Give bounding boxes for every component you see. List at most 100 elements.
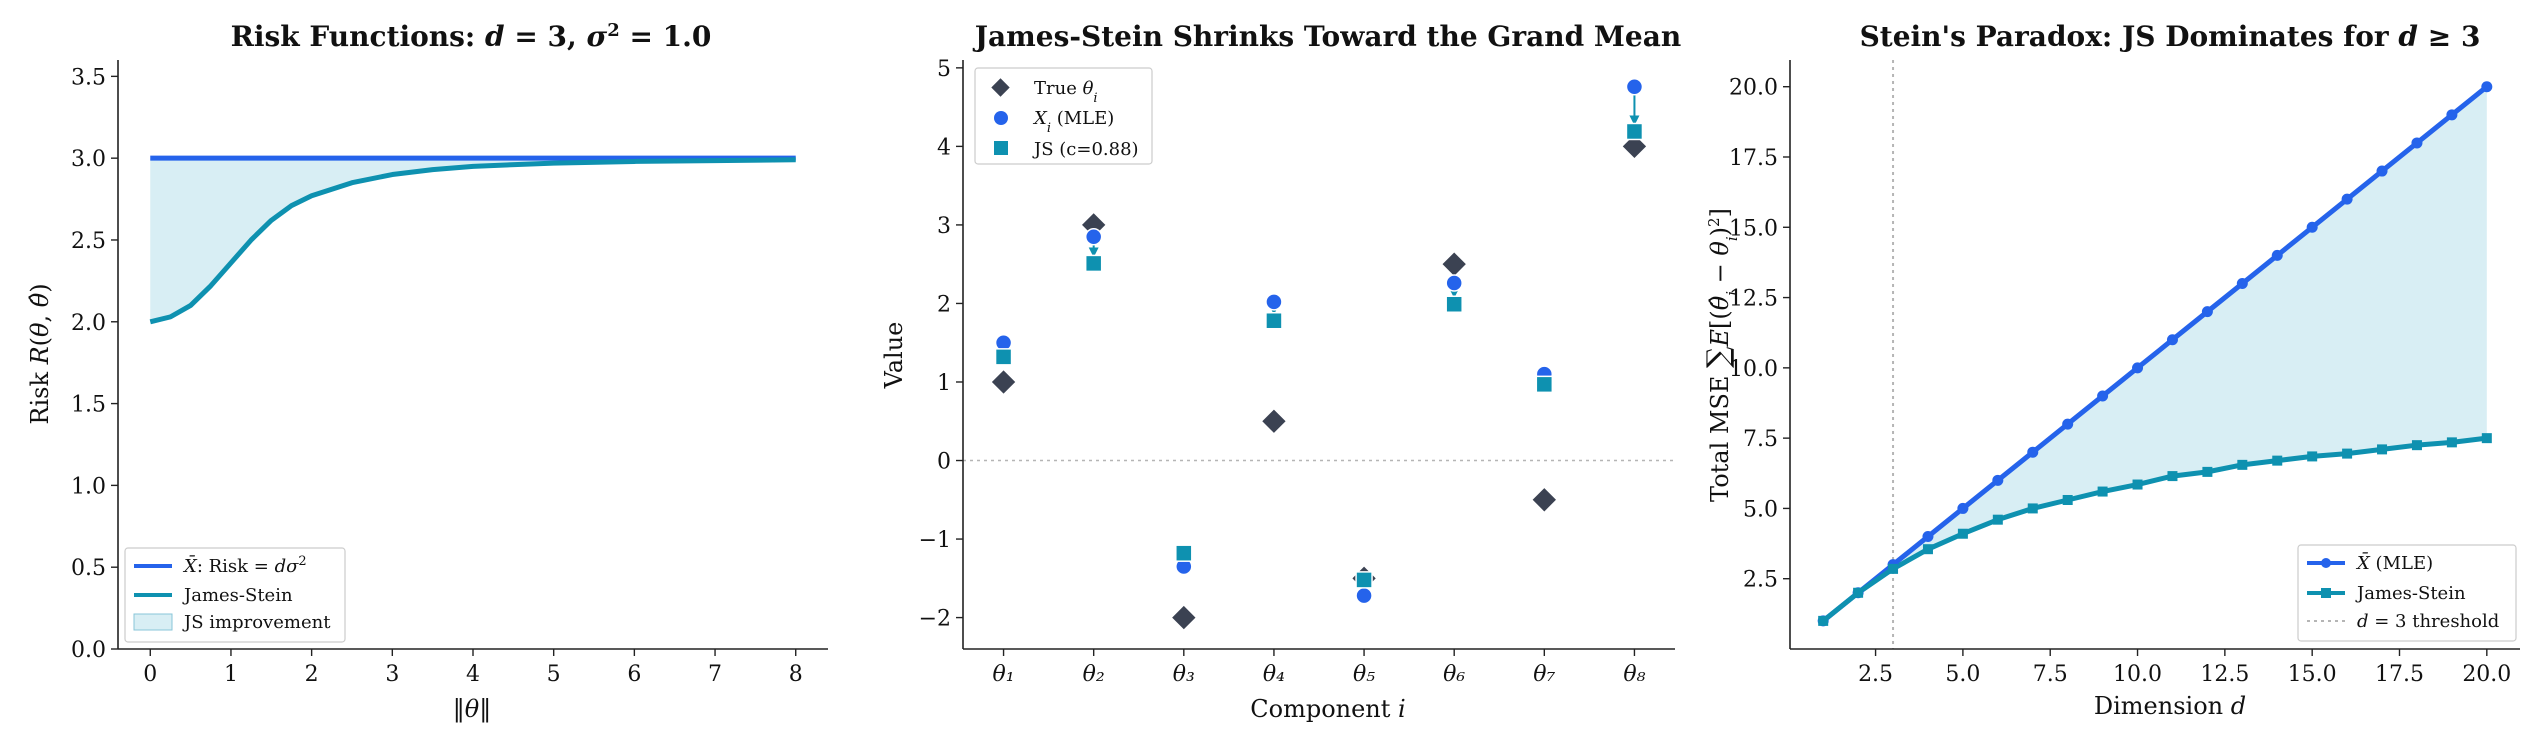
- shrinkage-legend-box: [974, 67, 1153, 165]
- js-mse-point: [2167, 471, 2178, 482]
- js-mse-point: [1818, 615, 1829, 626]
- mle-mse-point: [2306, 221, 2318, 233]
- paradox-y-tick-label: 12.5: [1729, 287, 1778, 312]
- risk-y-tick-label: 3.0: [71, 147, 106, 172]
- paradox-x-tick-label: 17.5: [2375, 662, 2424, 687]
- shrinkage-y-tick-label: 1: [937, 371, 951, 396]
- risk-x-tick-label: 0: [143, 662, 157, 687]
- paradox-panel-title: Stein's Paradox: JS Dominates for d ≥ 3: [1860, 20, 2481, 53]
- paradox-legend-mle-marker: [2321, 558, 2331, 568]
- mle-mse-point: [2376, 165, 2388, 177]
- risk-legend-js-label: James-Stein: [182, 585, 293, 606]
- risk-x-tick-label: 4: [466, 662, 480, 687]
- risk-y-tick-label: 0.5: [71, 556, 106, 581]
- js-mse-point: [2411, 440, 2422, 451]
- js-marker: [1175, 544, 1193, 562]
- mle-mse-point: [2481, 81, 2493, 93]
- mle-mse-point: [2201, 306, 2213, 318]
- paradox-legend-threshold-label: d = 3 threshold: [2357, 611, 2499, 632]
- mle-mse-point: [2027, 446, 2039, 458]
- js-mse-point: [2342, 448, 2353, 459]
- shrinkage-x-tick-label: θ₃: [1173, 662, 1195, 687]
- risk-x-tick-label: 5: [547, 662, 561, 687]
- js-mse-line: [1821, 435, 2488, 623]
- js-mse-point: [1957, 528, 1968, 539]
- mle-marker: [1084, 227, 1103, 246]
- js-mse-point: [2307, 451, 2318, 462]
- js-mse-point: [2446, 437, 2457, 448]
- risk-y-axis-label: Risk R(θ, θ̂): [26, 283, 54, 424]
- paradox-y-tick-label: 5.0: [1743, 497, 1778, 522]
- shrinkage-x-tick-label: θ₂: [1083, 662, 1105, 687]
- true-theta-marker: [1260, 407, 1288, 436]
- mle-mse-point: [1992, 474, 2004, 486]
- mle-mse-line: [1821, 84, 2489, 623]
- paradox-y-axis-label: Total MSE ∑E[(θ̂i − θi)2]: [1701, 208, 1741, 502]
- shrinkage-x-tick-label: θ₈: [1623, 662, 1645, 687]
- js-mse-point: [2132, 479, 2143, 490]
- risk-legend: X̄: Risk = dσ2 James-Stein JS improvemen…: [124, 547, 346, 643]
- js-mse-point: [1992, 514, 2003, 525]
- true-theta-marker: [1530, 485, 1559, 514]
- mle-mse-point: [2097, 390, 2109, 402]
- mle-marker: [1445, 274, 1463, 292]
- shrinkage-y-tick-label: 3: [937, 214, 951, 239]
- paradox-x-axis-label: Dimension d: [2094, 692, 2246, 720]
- mle-mse-point: [2062, 418, 2074, 430]
- mle-mse-point: [2271, 249, 2283, 261]
- risk-y-tick-label: 0.0: [71, 638, 106, 663]
- paradox-y-tick-label: 2.5: [1743, 568, 1778, 593]
- shrinkage-legend-js-label: JS (c=0.88): [1032, 139, 1139, 160]
- js-mse-point: [2202, 466, 2213, 477]
- risk-y-tick-label: 1.5: [71, 393, 106, 418]
- mle-marker: [1355, 586, 1373, 605]
- js-mse-point: [2097, 486, 2108, 497]
- shrinkage-y-tick-label: 5: [937, 57, 951, 82]
- mle-mse-point: [2166, 334, 2178, 346]
- js-marker: [1445, 295, 1463, 313]
- js-mse-point: [1888, 563, 1899, 574]
- paradox-y-tick-label: 20.0: [1729, 76, 1778, 101]
- risk-plot-area: 0 1 2 3 4 5 6 7 8 0.0 0.5 1.0 1.5 2.0 2.5 3.0 3.5: [71, 60, 828, 687]
- risk-legend-box: [124, 547, 346, 643]
- risk-x-axis-label: ‖θ‖: [453, 695, 491, 724]
- js-mse-point: [2062, 494, 2073, 505]
- shrinkage-legend-true-swatch: [991, 78, 1010, 97]
- paradox-plot-area: 2.5 5.0 7.5 10.0 12.5 15.0 17.5 20.0 2.5 5.0 7.5 10…: [1729, 60, 2520, 687]
- js-mse-point: [2481, 433, 2492, 444]
- js-marker: [1355, 571, 1373, 589]
- shrinkage-y-tick-label: −2: [919, 607, 951, 632]
- shrinkage-y-tick-label: 0: [937, 450, 951, 475]
- risk-x-tick-label: 3: [385, 662, 399, 687]
- mle-marker: [1265, 293, 1283, 311]
- js-marker: [1265, 311, 1283, 330]
- shrinkage-x-tick-label: θ₇: [1533, 662, 1555, 687]
- paradox-x-tick-label: 10.0: [2113, 662, 2162, 687]
- risk-x-tick-label: 7: [708, 662, 722, 687]
- shrinkage-x-axis-label: Component i: [1250, 695, 1405, 723]
- paradox-x-tick-label: 12.5: [2200, 662, 2249, 687]
- shrinkage-y-tick-label: −1: [919, 528, 951, 553]
- paradox-y-tick-label: 10.0: [1729, 357, 1778, 382]
- js-improvement-fill: [150, 158, 796, 322]
- shrinkage-legend: True θi Xi (MLE) JS (c=0.88): [974, 67, 1153, 165]
- shrinkage-legend-mle-swatch: [994, 111, 1008, 125]
- true-theta-marker: [1170, 603, 1198, 632]
- paradox-legend-js-marker: [2321, 588, 2331, 598]
- shrinkage-panel: James-Stein Shrinks Toward the Grand Mea…: [880, 20, 1681, 723]
- paradox-legend: X̄ (MLE) James-Stein d = 3 threshold: [2297, 544, 2517, 642]
- risk-legend-mle-label: X̄: Risk = dσ2: [182, 554, 307, 578]
- shrinkage-panel-title: James-Stein Shrinks Toward the Grand Mea…: [972, 20, 1681, 53]
- paradox-legend-js-label: James-Stein: [2355, 583, 2466, 604]
- js-mse-point: [2377, 444, 2388, 455]
- true-theta-marker: [1440, 250, 1468, 278]
- shrinkage-x-tick-label: θ₁: [993, 662, 1015, 687]
- js-mse-point: [2237, 459, 2248, 470]
- paradox-x-tick-label: 15.0: [2288, 662, 2337, 687]
- js-mse-point: [1922, 544, 1933, 555]
- mle-mse-point: [2341, 193, 2353, 205]
- risk-x-tick-label: 8: [789, 662, 803, 687]
- mle-mse-point: [2236, 278, 2248, 290]
- js-risk-line: [149, 157, 796, 325]
